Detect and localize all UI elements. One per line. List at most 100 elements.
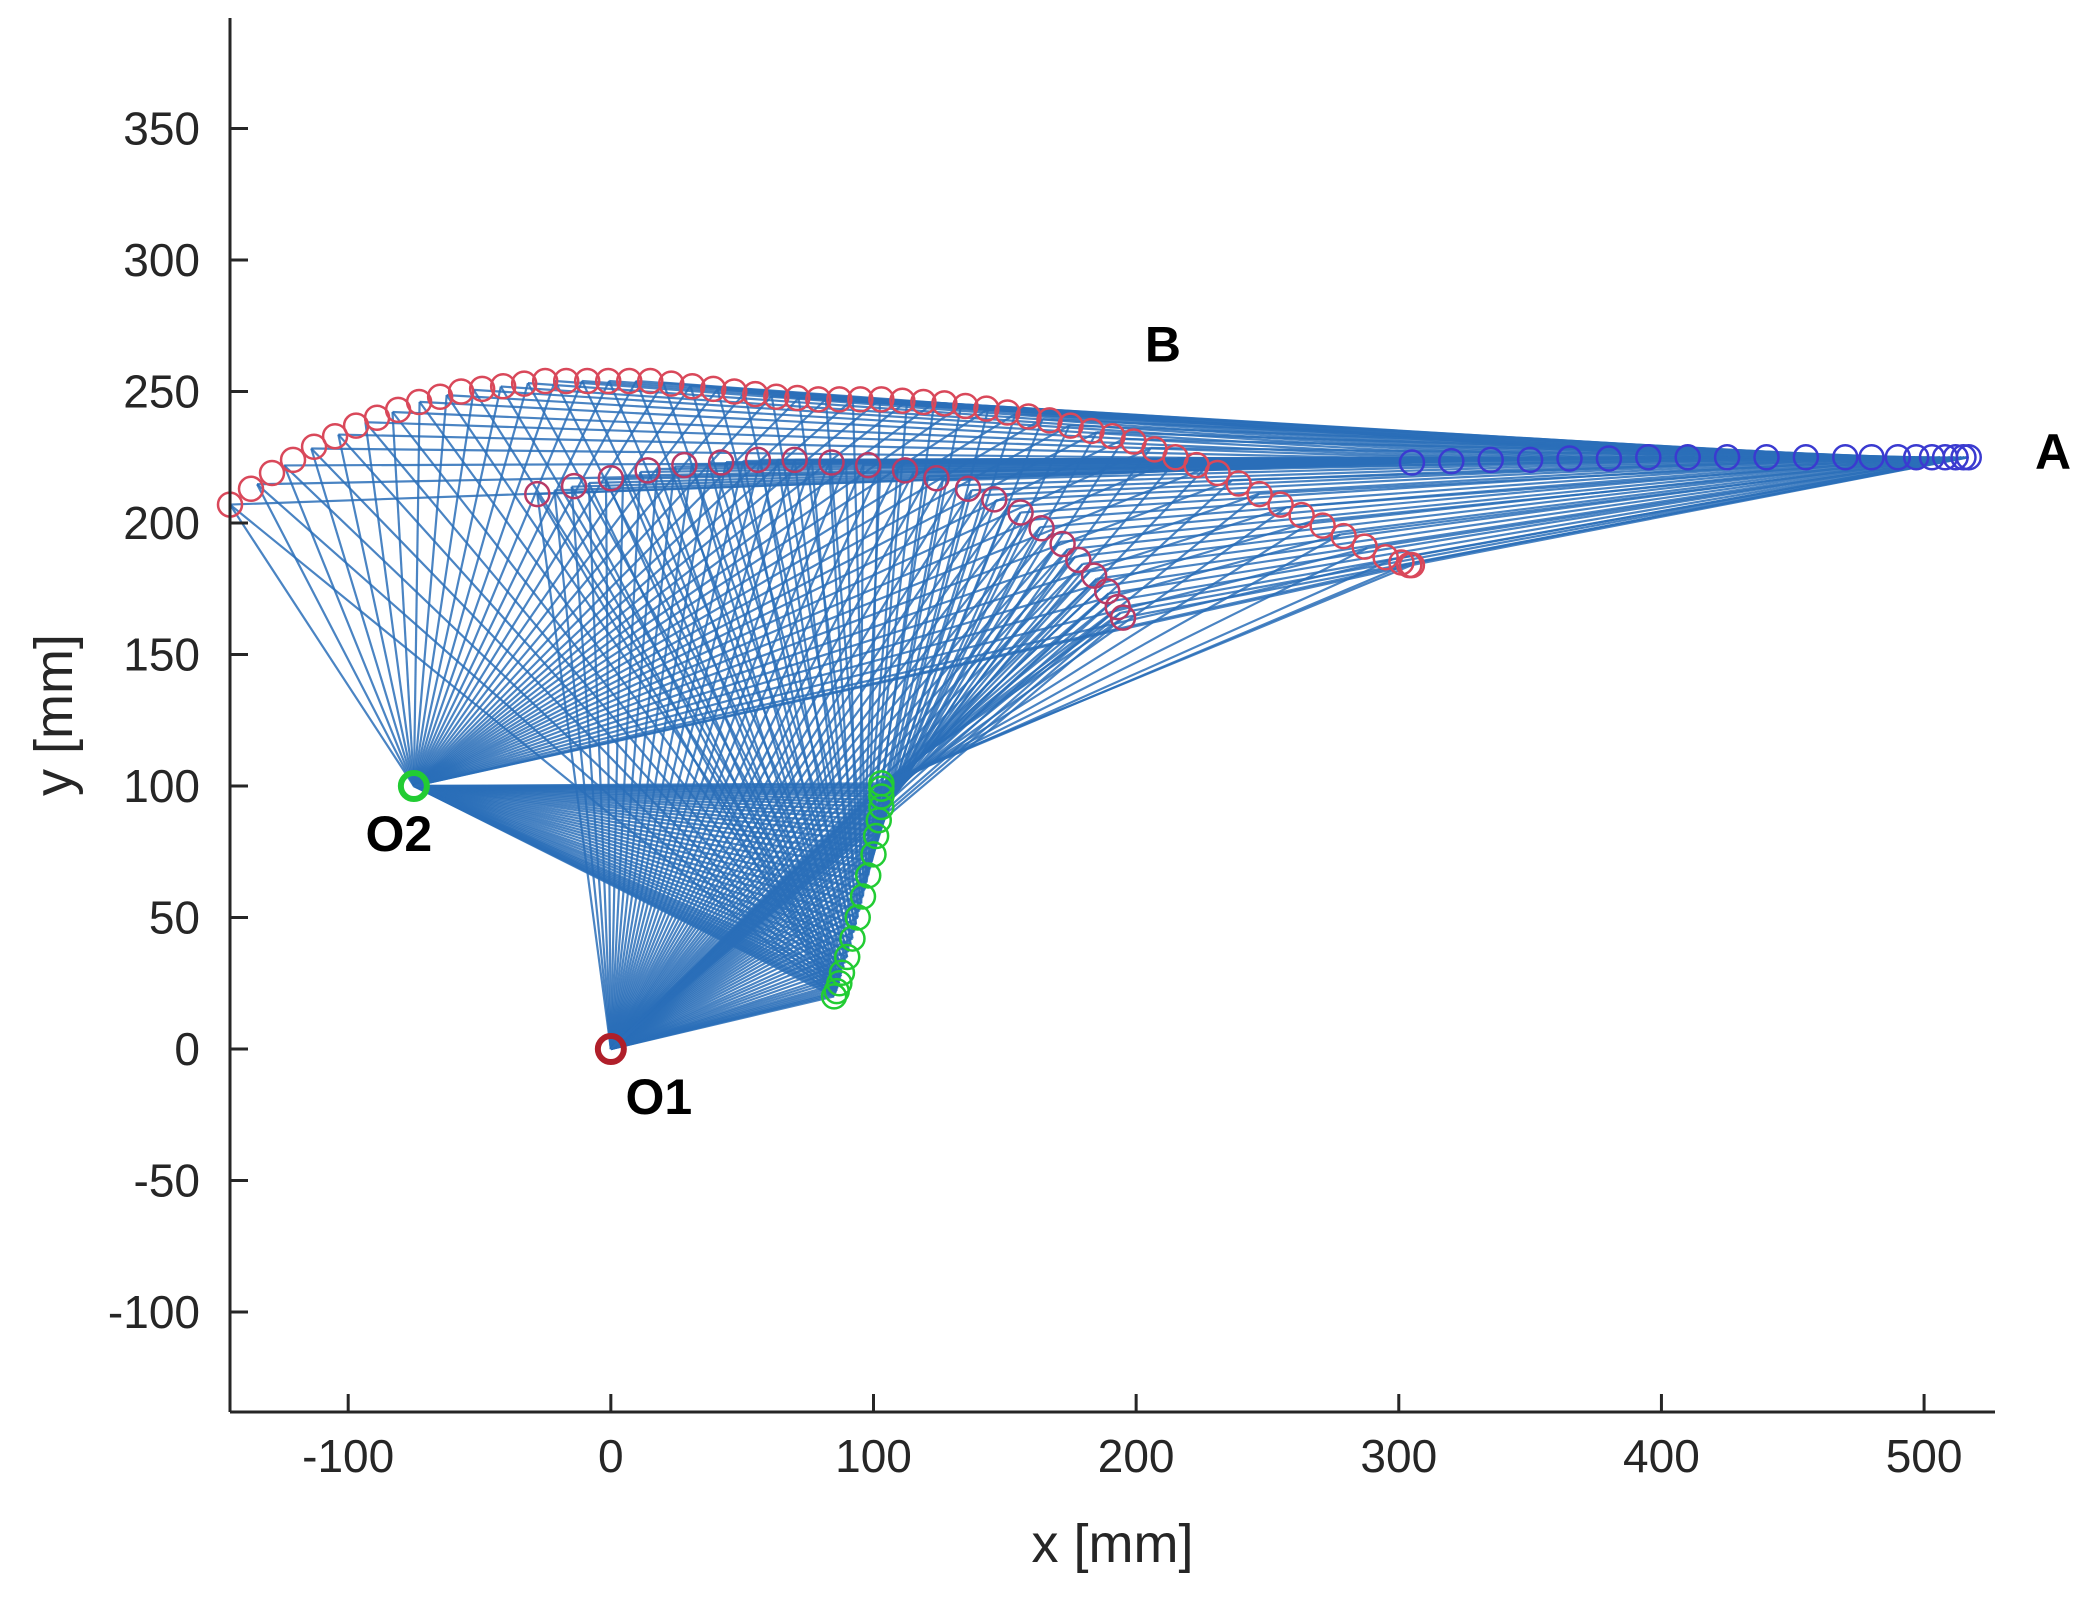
linkage-line <box>1367 456 1962 550</box>
data-point-marker <box>468 375 496 403</box>
linkage-line <box>412 388 719 787</box>
point-label-b: B <box>1145 316 1181 372</box>
data-point-marker <box>1007 499 1034 526</box>
x-ticks: -100 0 100 200 300 400 500 <box>302 1394 1962 1482</box>
data-point-marker <box>1372 543 1399 571</box>
data-point-marker <box>1028 515 1055 542</box>
data-point-marker <box>868 770 895 797</box>
point-labels: O1 O2 B A <box>366 316 2072 1125</box>
linkage-line <box>364 422 415 787</box>
linkage-line <box>412 382 665 787</box>
data-point-marker <box>594 367 622 395</box>
linkage-line <box>609 460 813 1050</box>
linkage-line <box>391 411 415 787</box>
data-point-marker <box>700 375 727 403</box>
data-point-marker <box>826 386 853 413</box>
linkage-line <box>392 410 1512 461</box>
linkage-line <box>609 464 693 1050</box>
data-point-marker <box>1556 445 1583 472</box>
y-axis-title: y [mm] <box>24 634 84 796</box>
linkage-line <box>412 389 475 787</box>
data-point-marker <box>828 959 856 987</box>
data-point-marker <box>805 386 832 413</box>
linkage-line <box>413 418 1044 787</box>
data-point-marker <box>1049 530 1076 558</box>
linkage-line <box>413 467 1206 788</box>
linkage-line <box>609 511 1022 1050</box>
data-point-marker <box>910 388 937 416</box>
data-point-marker <box>321 422 349 450</box>
data-point-marker <box>1036 407 1063 434</box>
linkage-line <box>229 503 415 787</box>
data-point-marker <box>889 387 916 414</box>
data-point-marker <box>1753 443 1780 471</box>
data-point-marker <box>981 486 1008 513</box>
linkage-line <box>610 616 1124 1050</box>
linkage-line <box>413 400 908 787</box>
linkage-lines <box>229 379 1969 1051</box>
linkage-line <box>1259 456 1946 495</box>
data-point-marker <box>671 451 698 479</box>
data-point-marker <box>679 372 706 400</box>
data-point-marker <box>854 451 882 479</box>
linkage-line <box>310 448 415 787</box>
linkage-line <box>880 492 1260 801</box>
y-tick-label: 100 <box>123 760 200 812</box>
data-point-marker <box>931 390 958 417</box>
y-tick-label: 200 <box>123 497 200 549</box>
data-point-marker <box>973 395 1000 422</box>
linkage-line <box>412 386 502 787</box>
data-point-marker <box>615 367 643 395</box>
linkage-line <box>1020 456 1890 514</box>
data-point-marker <box>707 449 735 476</box>
linkage-line <box>609 471 915 1050</box>
linkage-line <box>880 467 1206 808</box>
linkage-line <box>413 398 827 787</box>
data-point-marker <box>868 386 895 413</box>
data-point-marker <box>1792 443 1820 471</box>
linkage-line <box>1340 456 1959 536</box>
linkage-line <box>413 398 854 787</box>
linkage-line <box>1117 456 1965 609</box>
y-tick-label: 250 <box>123 365 200 417</box>
linkage-line <box>609 471 642 1050</box>
data-point-marker <box>844 904 871 931</box>
linkage-line <box>256 483 415 787</box>
linkage-line <box>412 380 611 787</box>
linkage-line <box>1008 456 1879 508</box>
linkage-line <box>536 493 612 1050</box>
linkage-line <box>283 465 415 787</box>
linkage-line <box>553 490 612 1050</box>
data-point-marker <box>1330 522 1357 550</box>
linkage-line <box>413 547 1368 788</box>
linkage-line <box>413 492 1260 788</box>
linkage-line <box>1096 456 1951 580</box>
linkage-line <box>880 616 1124 785</box>
linkage-line <box>609 484 959 1050</box>
data-point-marker <box>658 370 685 397</box>
data-point-marker <box>1516 446 1544 474</box>
linkage-line <box>609 461 728 1050</box>
data-point-marker <box>994 399 1021 426</box>
linkage-line <box>413 784 869 877</box>
data-point-marker <box>405 388 433 416</box>
x-tick-label: 500 <box>1886 1430 1963 1482</box>
marker-layer <box>216 367 1982 1066</box>
linkage-line <box>610 592 1110 1050</box>
linkage-line <box>473 388 1562 460</box>
data-point-marker <box>952 392 979 420</box>
data-point-marker <box>1832 443 1859 471</box>
linkage-line <box>1102 456 1955 588</box>
data-point-marker <box>489 372 517 400</box>
linkage-line <box>609 505 1010 1050</box>
data-point-marker <box>597 465 625 492</box>
data-point-marker <box>1398 551 1426 579</box>
linkage-line <box>609 468 899 1050</box>
linkage-line <box>412 380 584 787</box>
data-point-marker <box>1057 412 1084 439</box>
data-point-marker <box>784 384 811 412</box>
linkage-line <box>1122 456 1969 619</box>
data-point-marker <box>1109 604 1137 631</box>
linkage-line <box>413 397 800 787</box>
linkage-line <box>413 533 1341 788</box>
